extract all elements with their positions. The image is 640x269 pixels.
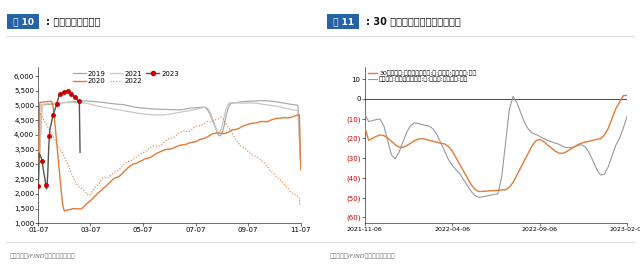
Text: 图 10: 图 10 [10, 17, 36, 26]
Text: 资料来源：IFIND；长城证券研究院: 资料来源：IFIND；长城证券研究院 [330, 254, 396, 259]
Text: : 30 大中城市地产成交持续回暖: : 30 大中城市地产成交持续回暖 [366, 16, 461, 27]
Text: 图 11: 图 11 [330, 17, 357, 26]
Legend: 30大中城市:商品房成交面积:周:平均值:指数修匀:同比, 十大城市:商品房成交面积:周:平均值:指数修匀:同比: 30大中城市:商品房成交面积:周:平均值:指数修匀:同比, 十大城市:商品房成交… [368, 70, 476, 83]
Legend: 2019, 2020, 2021, 2022, 2023: 2019, 2020, 2021, 2022, 2023 [74, 71, 179, 84]
Text: 资料来源：IFIND；长城证券研究院: 资料来源：IFIND；长城证券研究院 [10, 254, 76, 259]
Text: : 居民出行掣肘已去: : 居民出行掣肘已去 [46, 16, 100, 27]
